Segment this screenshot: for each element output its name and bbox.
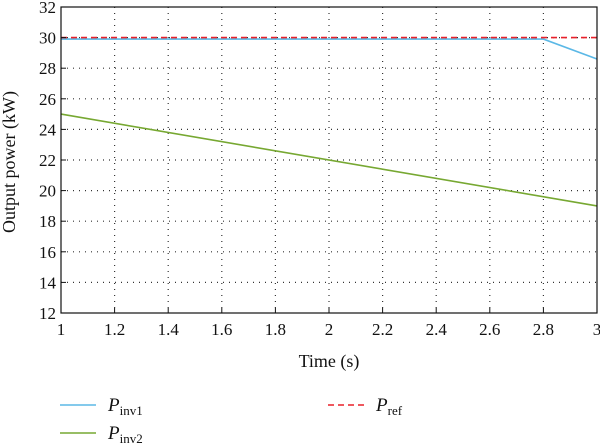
legend-label-inv2: Pinv2 <box>107 423 143 445</box>
y-tick-label: 12 <box>39 304 56 323</box>
x-tick-label: 1.8 <box>265 320 286 339</box>
x-tick-label: 2.8 <box>533 320 554 339</box>
y-tick-label: 22 <box>39 151 56 170</box>
legend-label-inv1: Pinv1 <box>107 395 143 418</box>
y-tick-label: 20 <box>39 182 56 201</box>
x-tick-label: 2.4 <box>426 320 448 339</box>
x-tick-label: 3 <box>593 320 600 339</box>
y-tick-label: 32 <box>39 0 56 17</box>
x-tick-label: 1.2 <box>104 320 125 339</box>
legend-label-ref: Pref <box>375 395 403 418</box>
x-tick-label: 2.2 <box>372 320 393 339</box>
x-ticks: 1 1.2 1.4 1.6 1.8 2 2.2 2.4 2.6 2.8 3 <box>57 308 600 339</box>
x-tick-label: 1.6 <box>211 320 232 339</box>
y-axis-label: Output power (kW) <box>0 91 20 233</box>
x-tick-label: 1.4 <box>158 320 180 339</box>
x-axis-label: Time (s) <box>299 351 360 372</box>
y-tick-label: 18 <box>39 212 56 231</box>
y-tick-label: 16 <box>39 243 56 262</box>
y-ticks: 12 14 16 18 20 22 24 26 28 30 32 <box>39 0 66 323</box>
x-tick-label: 1 <box>57 320 66 339</box>
series-line-inv2 <box>60 113 598 207</box>
series-line-inv1 <box>61 38 598 60</box>
y-tick-label: 26 <box>39 90 56 109</box>
y-tick-label: 24 <box>39 120 57 139</box>
x-tick-label: 2 <box>325 320 334 339</box>
y-tick-label: 30 <box>39 29 56 48</box>
series-lines <box>60 36 598 207</box>
legend: Pinv1 Pinv2 Pref <box>60 395 403 445</box>
y-tick-label: 28 <box>39 59 56 78</box>
y-tick-label: 14 <box>39 273 57 292</box>
x-tick-label: 2.6 <box>479 320 500 339</box>
